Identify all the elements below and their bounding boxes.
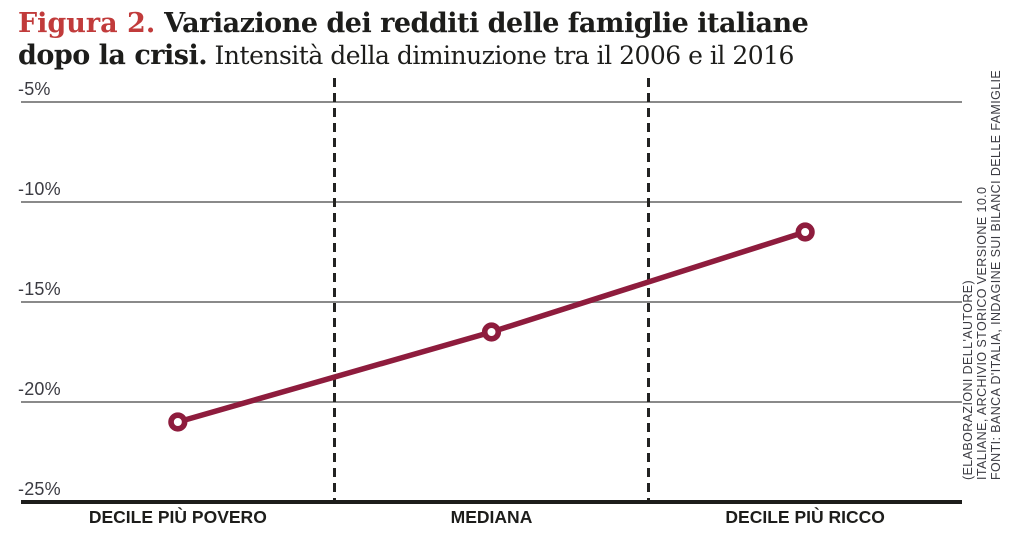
y-tick-label: -20% bbox=[18, 379, 61, 399]
category-label: DECILE PIÙ POVERO bbox=[88, 507, 267, 527]
source-note-line: (ELABORAZIONI DELL'AUTORE) bbox=[961, 279, 975, 480]
data-point-marker bbox=[795, 222, 815, 242]
data-point-marker bbox=[168, 412, 188, 432]
gridline bbox=[21, 101, 962, 103]
y-tick-label: -5% bbox=[18, 79, 51, 99]
x-axis bbox=[21, 500, 962, 504]
figure-title-line2: dopo la crisi. bbox=[18, 40, 208, 71]
category-label: DECILE PIÙ RICCO bbox=[725, 507, 885, 527]
data-point-marker bbox=[481, 322, 502, 342]
dashed-separator bbox=[646, 78, 650, 500]
gridline bbox=[21, 301, 962, 303]
source-note-line: ITALIANE, ARCHIVIO STORICO VERSIONE 10.0 bbox=[975, 186, 989, 480]
y-tick-label: -25% bbox=[18, 479, 61, 499]
gridline bbox=[21, 201, 962, 203]
category-label: MEDIANA bbox=[450, 507, 533, 527]
y-tick-label: -15% bbox=[18, 279, 61, 299]
y-tick-label: -10% bbox=[18, 179, 61, 199]
dashed-separator bbox=[333, 78, 337, 500]
figure-subtitle: Intensità della diminuzione tra il 2006 … bbox=[207, 41, 795, 70]
figure-title-line1: Variazione dei redditi delle famiglie it… bbox=[155, 8, 809, 39]
source-note-line: FONTI: BANCA D'ITALIA, INDAGINE SUI BILA… bbox=[989, 69, 1003, 480]
figure-label: Figura 2. bbox=[18, 8, 156, 39]
figure-title: Figura 2. Variazione dei redditi delle f… bbox=[18, 8, 878, 72]
gridline bbox=[21, 401, 962, 403]
